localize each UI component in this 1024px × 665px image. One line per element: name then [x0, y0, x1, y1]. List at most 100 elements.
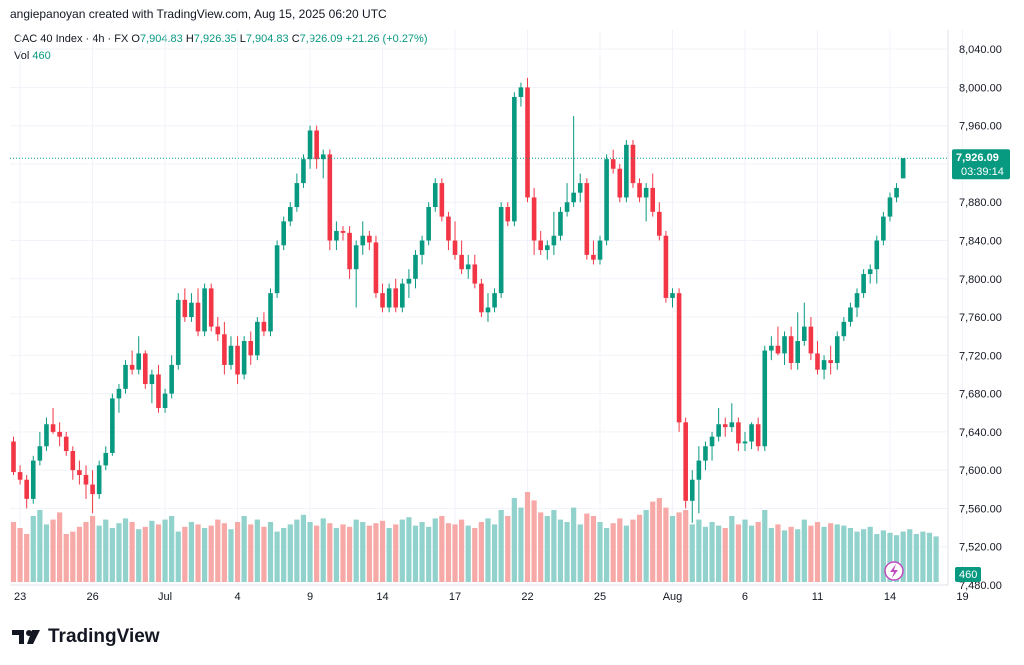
volume-bar — [426, 526, 432, 582]
candle-body — [44, 424, 49, 447]
candle-body — [143, 353, 148, 385]
candle-body — [485, 307, 491, 313]
tradingview-logo[interactable]: TradingView — [12, 626, 160, 648]
volume-bar — [221, 523, 227, 582]
volume-bar — [498, 510, 504, 582]
volume-bar — [353, 519, 359, 582]
volume-bar — [307, 522, 313, 582]
candle-body — [531, 197, 537, 241]
candle-body — [577, 183, 583, 193]
volume-bar — [669, 516, 676, 582]
candle-body — [413, 254, 418, 279]
candle-body — [17, 472, 23, 480]
price-tag-countdown: 03:39:14 — [961, 166, 1004, 178]
volume-bar — [182, 526, 188, 582]
candle-body — [373, 242, 379, 294]
time-tick-label: 22 — [521, 591, 533, 603]
volume-bar — [327, 523, 333, 582]
volume-bar — [847, 528, 854, 582]
candle-body — [380, 293, 385, 308]
volume-bar — [610, 523, 616, 582]
high-value: 7,926.35 — [193, 33, 237, 45]
volume-bar — [432, 518, 438, 582]
volume-bar — [531, 500, 537, 582]
candle-body — [887, 197, 893, 217]
volume-bar — [294, 519, 300, 582]
price-tick-label: 7,760.00 — [959, 312, 1002, 324]
volume-bar — [472, 528, 478, 582]
candle-body — [274, 245, 280, 294]
candle-body — [755, 424, 761, 447]
attribution: angiepanoyan created with TradingView.co… — [10, 7, 387, 21]
candle-body — [670, 293, 675, 298]
time-tick-label: Aug — [663, 591, 683, 603]
candle-body — [637, 183, 642, 198]
time-tick-label: 9 — [307, 591, 313, 603]
volume-bar — [880, 530, 886, 582]
volume-bar — [379, 520, 386, 582]
candle-body — [367, 235, 372, 243]
candle-body — [50, 424, 56, 432]
price-chart[interactable]: 8,040.008,000.007,960.007,920.007,880.00… — [0, 0, 1024, 610]
volume-bar — [564, 522, 570, 582]
candle-body — [564, 202, 570, 212]
candle-body — [439, 183, 445, 217]
time-axis[interactable]: 23 26 Jul 4 9 14 17 22 25 Aug 6 11 14 19 — [14, 591, 969, 603]
candle-body — [657, 211, 662, 236]
volume-bar — [834, 524, 840, 582]
candle-body — [518, 87, 524, 97]
candle-body — [37, 446, 43, 461]
volume-bar — [762, 510, 768, 582]
volume-bar — [452, 524, 458, 582]
time-tick-label: 25 — [594, 591, 606, 603]
volume-bar — [689, 524, 695, 582]
candle-body — [393, 288, 399, 308]
candle-body — [788, 336, 794, 363]
candle-body — [169, 364, 174, 394]
price-axis[interactable]: 8,040.008,000.007,960.007,920.007,880.00… — [959, 44, 1002, 592]
volume-bar — [129, 522, 135, 582]
candle-body — [505, 207, 511, 222]
candle-body — [782, 336, 787, 354]
candle-body — [446, 216, 451, 241]
candle-body — [30, 460, 36, 499]
volume-bar — [122, 518, 129, 582]
candle-body — [149, 374, 155, 385]
volume-bar — [571, 507, 577, 582]
time-tick-label: 11 — [812, 591, 823, 603]
candle-body — [769, 345, 774, 351]
volume-bar — [445, 523, 452, 582]
volume-bar — [340, 524, 346, 582]
candle-body — [624, 144, 629, 198]
candle-body — [821, 360, 827, 370]
candle-body — [261, 321, 267, 332]
candle-body — [584, 183, 590, 255]
volume-bar — [314, 525, 320, 582]
volume-bar — [795, 529, 801, 582]
time-tick-label: 17 — [449, 591, 461, 603]
candle-body — [689, 479, 695, 501]
candle-body — [854, 293, 860, 308]
lightning-icon[interactable] — [884, 561, 904, 581]
symbol-label[interactable]: CAC 40 Index · 4h · FX — [14, 33, 129, 45]
volume-tag-value: 460 — [959, 569, 977, 581]
volume-bar — [195, 524, 201, 582]
volume-bar — [808, 525, 814, 582]
price-tick-label: 7,600.00 — [959, 465, 1002, 477]
volume-bar — [459, 519, 465, 582]
close-label: C — [291, 33, 300, 45]
volume-bar — [491, 524, 498, 582]
candle-body — [815, 353, 820, 370]
volume-bar — [702, 526, 709, 582]
volume-bar — [169, 516, 175, 582]
candle-body — [268, 293, 273, 332]
volume-bar — [188, 522, 195, 582]
volume-bar — [24, 534, 30, 582]
volume-bar — [577, 524, 583, 582]
candle-body — [881, 216, 886, 241]
volume-bar — [524, 492, 531, 582]
price-tick-label: 8,000.00 — [959, 82, 1002, 94]
candle-body — [162, 393, 168, 408]
candle-body — [426, 207, 431, 241]
volume-bar — [597, 522, 603, 582]
